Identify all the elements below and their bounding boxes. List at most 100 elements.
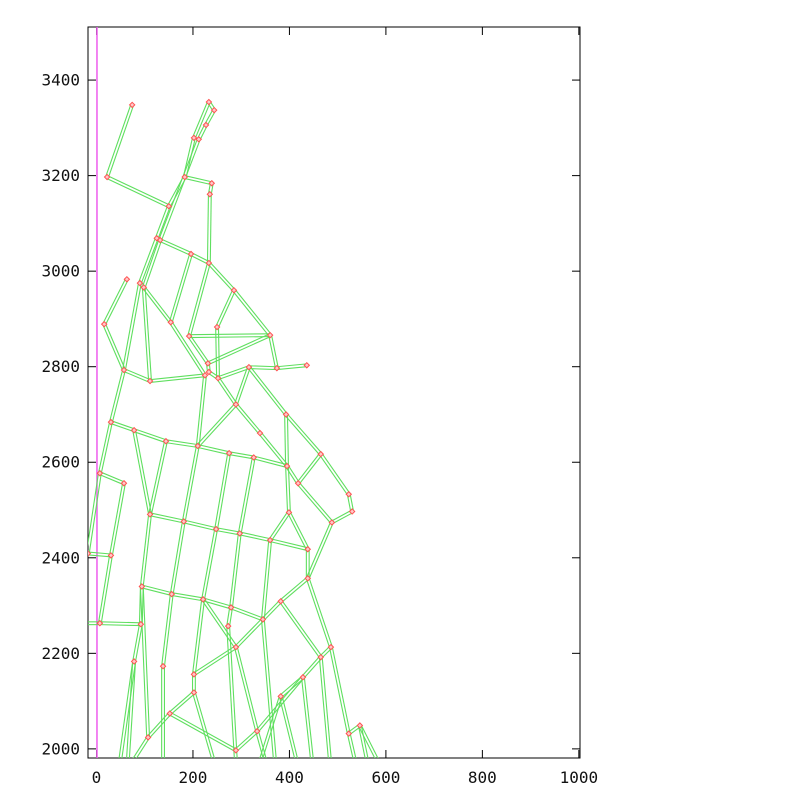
road-link: [88, 472, 100, 547]
road-link: [253, 458, 287, 468]
road-link: [247, 367, 286, 416]
road-link: [203, 598, 238, 647]
road-link: [253, 455, 288, 466]
road-link: [183, 522, 216, 532]
road-link: [249, 365, 288, 414]
road-link: [203, 597, 232, 607]
y-tick-label: 2000: [41, 739, 80, 758]
road-link: [286, 414, 289, 467]
road-link: [230, 608, 263, 622]
road-link: [216, 378, 236, 406]
junction-node-marker: [202, 121, 210, 129]
road-link: [142, 584, 173, 594]
road-link: [287, 465, 291, 513]
junction-node-marker: [185, 332, 193, 340]
road-link: [209, 261, 236, 290]
road-link: [140, 238, 159, 284]
junction-node-marker: [146, 511, 154, 518]
road-link: [298, 481, 334, 522]
junction-node-marker: [327, 643, 335, 651]
road-link: [360, 725, 369, 758]
junction-node-marker: [194, 442, 202, 450]
road-link: [215, 327, 218, 379]
road-link: [189, 263, 211, 337]
road-link: [258, 433, 287, 468]
road-link: [168, 253, 191, 323]
junction-node-marker: [153, 234, 161, 242]
junction-node-marker: [205, 259, 213, 267]
junction-node-marker: [165, 202, 173, 210]
road-link: [99, 624, 141, 627]
junction-node-marker: [259, 616, 267, 623]
road-link: [126, 661, 134, 758]
road-link: [201, 528, 216, 600]
junction-node-marker: [348, 508, 356, 515]
road-link: [284, 415, 321, 456]
road-link: [134, 428, 167, 441]
junction-node-marker: [345, 490, 353, 498]
junction-node-marker: [277, 693, 285, 700]
road-link: [332, 512, 354, 525]
road-link: [318, 657, 329, 758]
road-link: [150, 512, 185, 521]
road-link: [268, 335, 277, 369]
road-link: [171, 594, 203, 602]
road-link: [191, 252, 210, 263]
road-link: [281, 695, 298, 758]
road-link: [189, 335, 210, 363]
junction-node-marker: [230, 286, 238, 294]
junction-node-marker: [285, 509, 293, 516]
road-link: [133, 431, 166, 444]
road-link: [124, 368, 151, 381]
road-link: [209, 194, 212, 264]
junction-node-marker: [130, 658, 138, 665]
junction-node-marker: [162, 437, 170, 445]
road-link: [296, 452, 321, 483]
road-link: [139, 514, 150, 587]
road-link: [170, 693, 196, 715]
road-link: [232, 290, 270, 337]
junction-node-marker: [206, 190, 214, 198]
road-link: [191, 599, 203, 675]
road-link: [109, 482, 124, 556]
road-link: [234, 404, 260, 435]
road-link: [331, 646, 351, 734]
road-link: [229, 625, 238, 758]
road-link: [329, 647, 348, 734]
junction-node-marker: [304, 545, 312, 553]
road-link: [278, 696, 296, 758]
road-link: [102, 324, 124, 371]
junction-node-marker: [205, 368, 213, 376]
axis-ticks: [88, 27, 580, 758]
junction-node-marker: [88, 550, 92, 557]
y-tick-label: 3200: [41, 166, 80, 185]
road-link: [168, 714, 236, 753]
road-link: [296, 483, 332, 524]
road-link: [349, 733, 357, 758]
road-link: [163, 594, 174, 667]
road-link: [234, 366, 249, 405]
road-link: [144, 286, 173, 322]
road-link: [144, 240, 163, 289]
road-link: [286, 413, 323, 454]
road-link: [146, 712, 170, 737]
junction-node-marker: [224, 622, 232, 630]
road-link: [192, 101, 209, 138]
road-link: [159, 240, 191, 256]
road-link: [308, 577, 333, 647]
road-link: [255, 675, 303, 731]
road-link: [172, 521, 186, 595]
road-link: [285, 466, 298, 485]
road-link: [168, 691, 194, 713]
road-link: [141, 287, 150, 382]
road-link: [122, 282, 140, 370]
road-link: [321, 656, 332, 758]
road-link: [357, 725, 366, 758]
road-link: [360, 724, 379, 758]
road-link: [196, 403, 236, 446]
road-link: [99, 474, 124, 486]
road-link: [239, 531, 271, 540]
road-link: [194, 647, 237, 676]
plot-border: [87, 26, 581, 759]
road-link: [184, 175, 213, 183]
